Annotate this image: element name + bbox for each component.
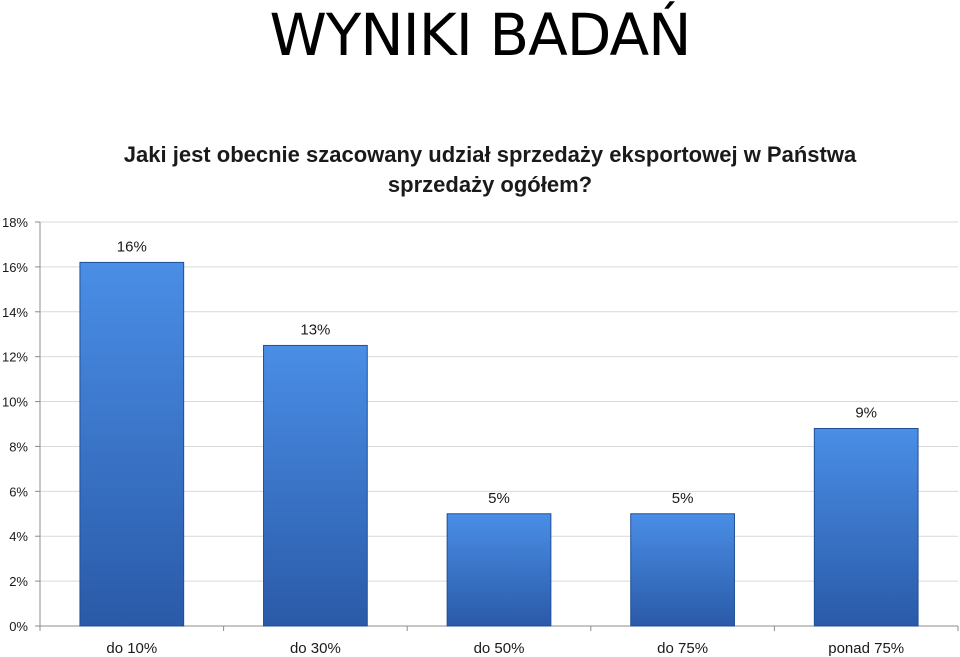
bar [446,513,552,627]
y-tick-label: 18% [2,215,28,230]
bar [813,427,919,627]
y-tick-label: 8% [9,439,28,454]
y-tick-label: 4% [9,529,28,544]
y-tick-label: 6% [9,484,28,499]
x-tick-label: do 75% [657,640,708,657]
data-label: 13% [300,321,330,338]
bar [263,344,368,627]
y-tick-label: 0% [9,619,28,634]
bar [79,261,185,627]
x-tick-labels: do 10% do 30% do 50% do 75% ponad 75% [106,640,904,657]
data-label: 5% [488,490,510,507]
data-label: 5% [672,490,694,507]
data-labels: 16% 13% 5% 5% 9% [117,238,877,506]
bars [79,261,919,627]
y-tick-label: 16% [2,260,28,275]
chart-title: Jaki jest obecnie szacowany udział sprze… [123,142,857,197]
y-tick-label: 2% [9,574,28,589]
x-tick-label: ponad 75% [828,640,904,657]
slide-title: WYNIKI BADAŃ [269,1,691,69]
y-tick-label: 12% [2,350,28,365]
y-tick-label: 14% [2,305,28,320]
bar [630,513,735,627]
data-label: 9% [855,404,877,421]
x-tick-label: do 50% [474,640,525,657]
y-tick-label: 10% [2,395,28,410]
data-label: 16% [117,238,147,255]
x-tick-label: do 30% [290,640,341,657]
y-tick-labels: 0% 2% 4% 6% 8% 10% 12% 14% 16% 18% [2,215,28,634]
x-tick-label: do 10% [106,640,157,657]
